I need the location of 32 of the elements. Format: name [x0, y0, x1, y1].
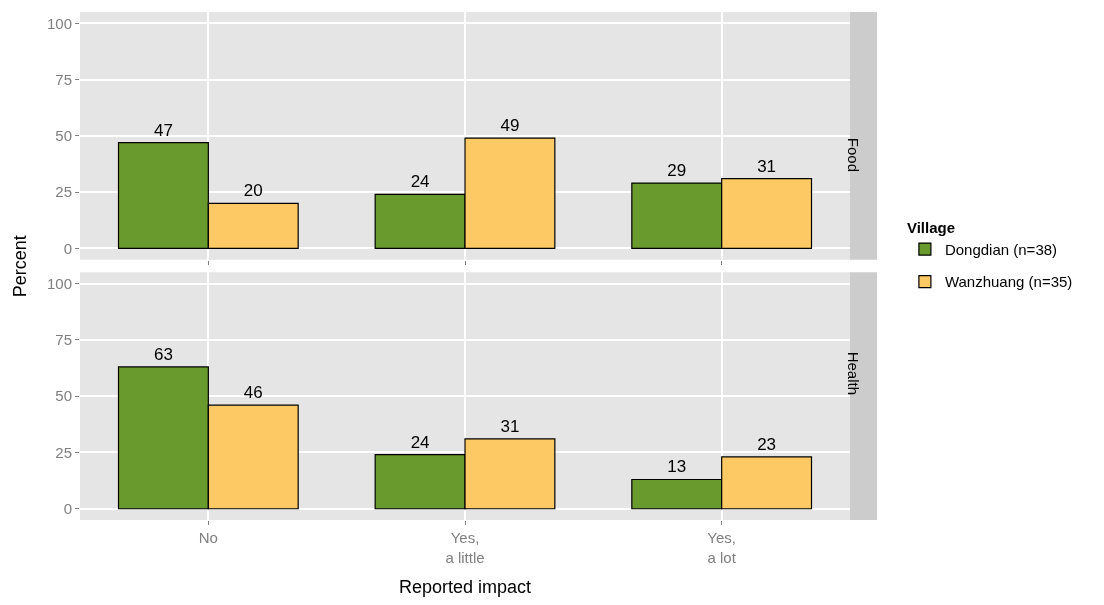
- y-tick-label: 75: [55, 331, 72, 349]
- text: Health: [844, 351, 862, 396]
- data-label: 29: [667, 161, 687, 181]
- y-tick-label: 25: [55, 183, 72, 201]
- data-label: 23: [757, 434, 777, 454]
- text: Food: [844, 137, 862, 173]
- y-axis-title: Percent: [10, 235, 31, 298]
- data-label: 49: [500, 116, 520, 136]
- data-label: 31: [757, 156, 777, 176]
- y-tick-label: 0: [63, 499, 72, 517]
- data-label: 13: [667, 457, 687, 477]
- data-label: 20: [243, 181, 263, 201]
- x-tick-label: Yes, a lot: [707, 529, 737, 566]
- y-tick-label: 0: [63, 239, 72, 257]
- x-tick-label: No: [198, 529, 218, 546]
- x-tick-label: Yes, a little: [445, 529, 485, 566]
- data-label: 46: [243, 383, 263, 403]
- data-label: 31: [500, 416, 520, 436]
- y-tick-label: 75: [55, 70, 72, 88]
- legend-label: Dongdian (n=38): [944, 240, 1058, 258]
- y-tick-label: 25: [55, 443, 72, 461]
- y-tick-label: 100: [46, 14, 72, 32]
- data-label: 47: [153, 120, 173, 140]
- legend-title: Village: [906, 218, 955, 236]
- data-label: 63: [153, 344, 173, 364]
- y-tick-label: 100: [46, 274, 72, 292]
- data-label: 24: [410, 432, 430, 452]
- y-tick-label: 50: [55, 127, 72, 145]
- data-label: 24: [410, 172, 430, 192]
- y-tick-label: 50: [55, 387, 72, 405]
- x-axis-title: Reported impact: [398, 576, 532, 597]
- legend-label: Wanzhuang (n=35): [944, 273, 1073, 291]
